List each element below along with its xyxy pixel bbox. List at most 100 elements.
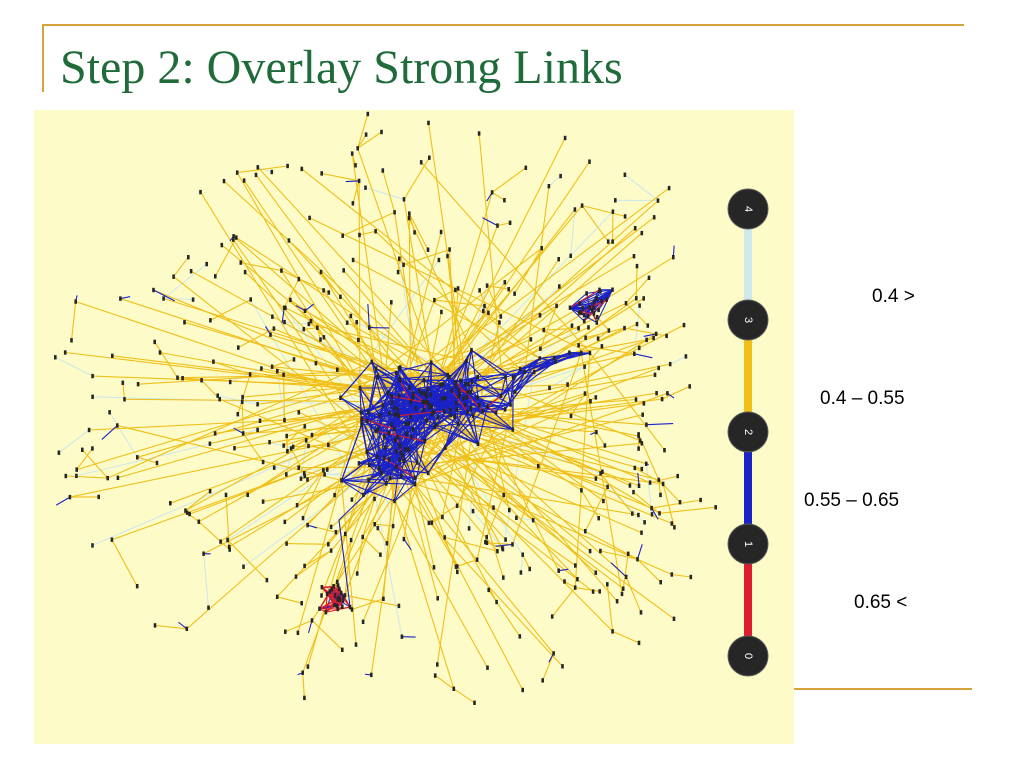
medium-link [241,401,244,434]
graph-node [499,314,503,319]
graph-node [285,433,288,439]
graph-node [485,283,489,288]
strong-link [393,483,416,502]
graph-node [637,433,640,439]
medium-link [514,247,543,295]
graph-node [600,344,604,349]
medium-link [444,536,498,552]
graph-node [614,198,617,203]
graph-node [388,457,391,462]
graph-node [379,552,382,557]
legend-node-label: 2 [742,429,754,435]
graph-node [407,421,410,426]
graph-node [601,469,604,474]
medium-link [393,333,657,502]
graph-node [74,299,77,304]
graph-node [411,395,415,400]
graph-node [507,287,510,292]
graph-node [436,662,439,667]
graph-node [407,447,410,452]
medium-link [554,323,638,363]
graph-node [450,388,454,393]
medium-link [661,385,691,400]
graph-node [648,480,652,485]
medium-link [111,539,138,587]
graph-node [399,450,403,455]
strong-link [539,357,557,363]
medium-link [303,327,318,330]
medium-link [408,213,429,251]
graph-node [539,346,542,351]
graph-node [470,348,473,353]
graph-node [661,481,665,487]
graph-node [580,488,583,493]
graph-node [350,607,354,612]
graph-node [411,427,415,432]
graph-node [361,619,365,624]
strong-link [338,519,351,608]
strong-link [388,412,399,438]
medium-link [351,598,384,611]
graph-node [633,465,637,471]
graph-node [552,651,555,656]
graph-node [390,394,393,399]
graph-node [300,601,303,606]
strong-link [464,404,514,431]
graph-node [162,296,165,301]
graph-node [398,256,401,261]
strong-link [457,423,514,431]
graph-node [330,587,334,592]
graph-node [596,336,600,341]
graph-node [343,593,347,598]
medium-link [625,277,650,304]
graph-node [393,412,396,417]
legend-node [727,411,769,453]
graph-node [426,470,430,476]
medium-link [199,191,370,466]
graph-node [428,155,431,160]
graph-node [334,530,338,535]
graph-node [341,598,345,603]
graph-node [309,318,313,324]
graph-node [232,234,235,239]
weak-link [163,297,194,301]
medium-link [434,675,455,690]
graph-node [521,687,524,693]
strong-link [442,380,462,385]
graph-node [241,394,244,400]
graph-node [306,522,309,528]
strong-link [459,380,466,406]
graph-node [197,519,201,524]
medium-link [237,328,275,349]
graph-node [236,412,240,417]
graph-node [469,389,472,395]
medium-link [344,539,352,596]
graph-node [283,417,286,423]
graph-node [528,566,531,572]
graph-node [300,166,304,172]
strong-link [599,289,613,292]
medium-link [302,672,305,699]
graph-node [91,373,94,379]
graph-node [233,446,236,451]
graph-node [367,409,370,415]
graph-node [357,178,361,184]
graph-node [459,378,462,383]
graph-node [637,483,641,488]
legend-node-label: 3 [742,317,754,323]
strong-link [444,406,488,449]
graph-node [521,552,524,557]
medium-link [344,594,400,607]
graph-node [555,303,558,309]
medium-link [623,327,668,337]
strong-link [360,396,414,421]
graph-node [464,382,467,387]
strong-link [444,404,480,449]
strong-link [368,464,416,485]
graph-node [325,591,329,597]
medium-link [257,166,484,412]
strongest-link [569,289,600,309]
graph-node [169,501,172,506]
graph-node [402,262,405,267]
medium-link [415,407,578,580]
